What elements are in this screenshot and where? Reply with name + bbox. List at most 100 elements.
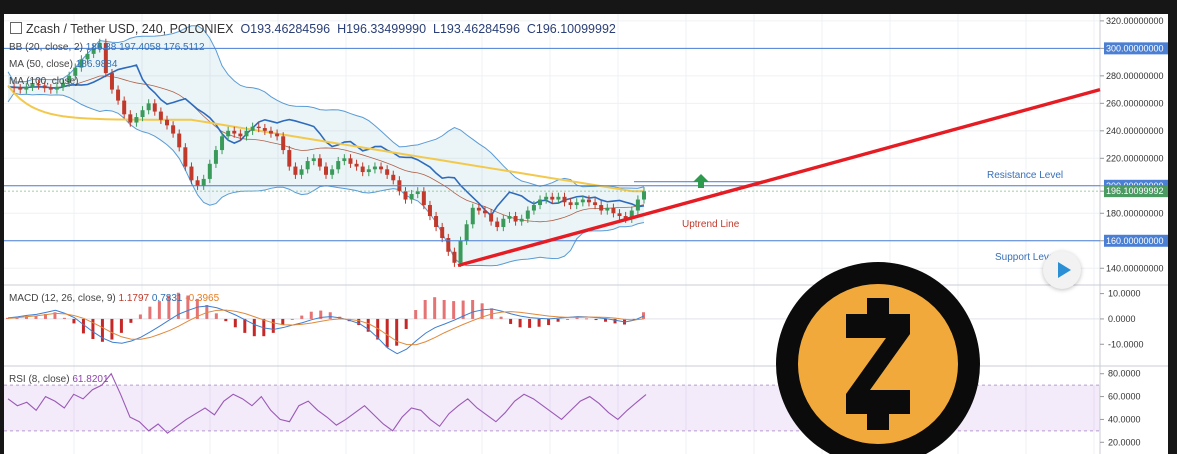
- candle-body: [116, 89, 121, 101]
- candle-body: [73, 67, 78, 76]
- rsi-tick-label: 20.0000: [1108, 437, 1141, 447]
- candle-body: [403, 191, 408, 200]
- macd-histogram-bar: [575, 317, 579, 319]
- candle-body: [476, 207, 481, 211]
- candle-body: [586, 199, 591, 203]
- ohlc-low: L193.46284596: [433, 22, 520, 36]
- candle-body: [635, 199, 640, 211]
- price-tick-label: 260.00000000: [1106, 98, 1164, 108]
- candle-body: [287, 150, 292, 167]
- candle-body: [226, 130, 231, 137]
- macd-histogram-bar: [138, 314, 142, 319]
- candle-body: [513, 216, 518, 222]
- rsi-value: 61.8201: [72, 374, 109, 385]
- candle-body: [464, 224, 469, 241]
- macd-legend[interactable]: MACD (12, 26, close, 9) 1.1797 0.7831 -0…: [9, 293, 219, 304]
- candle-body: [501, 218, 506, 228]
- macd-line: [7, 305, 645, 355]
- candle-body: [54, 86, 59, 90]
- macd-histogram-bar: [404, 318, 408, 329]
- candle-body: [293, 166, 298, 175]
- candle-body: [256, 126, 261, 129]
- macd-label: MACD (12, 26, close, 9): [9, 293, 116, 304]
- candle-body: [281, 136, 286, 151]
- macd-histogram-bar: [309, 311, 313, 319]
- candle-body: [446, 238, 451, 252]
- candle-body: [544, 196, 549, 200]
- chart-canvas[interactable]: 320.00000000 300.00000000 280.00000000 260.…: [4, 14, 1168, 454]
- candle-body: [348, 158, 353, 164]
- bb-value-3: 176.5112: [163, 42, 205, 53]
- macd-histogram-bar: [53, 312, 57, 319]
- candle-body: [91, 48, 96, 54]
- ma100-legend[interactable]: MA (100, close): [9, 76, 78, 87]
- macd-histogram-bar: [205, 305, 209, 319]
- ma50-legend[interactable]: MA (50, close) 186.9884: [9, 59, 117, 70]
- candle-body: [18, 88, 23, 90]
- candle-body: [48, 88, 53, 90]
- candle-body: [134, 117, 139, 123]
- macd-histogram-bar: [433, 297, 437, 319]
- bb-label: BB (20, close, 2): [9, 42, 83, 53]
- candle-body: [317, 158, 322, 167]
- candle-body: [24, 86, 29, 90]
- candle-body: [275, 133, 280, 137]
- macd-histogram-bar: [613, 318, 617, 324]
- chart-frame: 320.00000000 300.00000000 280.00000000 260.…: [4, 14, 1168, 454]
- candle-body: [189, 166, 194, 181]
- candle-body: [470, 207, 475, 225]
- candle-body: [391, 174, 396, 181]
- macd-histogram-bar: [328, 312, 332, 319]
- candle-body: [611, 207, 616, 214]
- rsi-tick-label: 60.0000: [1108, 392, 1141, 402]
- macd-histogram-bar: [43, 313, 47, 319]
- candle-body: [562, 196, 567, 203]
- rsi-legend[interactable]: RSI (8, close) 61.8201: [9, 374, 109, 385]
- rsi-tick-label: 80.0000: [1108, 369, 1141, 379]
- candle-body: [36, 84, 41, 86]
- macd-histogram-bar: [518, 318, 522, 328]
- candle-body: [128, 114, 133, 123]
- rsi-line: [7, 372, 647, 434]
- bb-legend[interactable]: BB (20, close, 2) 186.88 197.4058 176.51…: [9, 42, 205, 53]
- macd-histogram-bar: [271, 318, 275, 333]
- candle-body: [79, 59, 84, 68]
- candle-body: [623, 216, 628, 219]
- candle-body: [385, 169, 390, 175]
- candle-body: [213, 150, 218, 164]
- macd-tick-label: 0.0000: [1108, 314, 1136, 324]
- candle-body: [324, 166, 328, 175]
- candle-body: [531, 205, 536, 211]
- ohlc-high: H196.33499990: [337, 22, 427, 36]
- candle-body: [232, 130, 237, 134]
- candle-body: [525, 210, 530, 219]
- candle-body: [574, 202, 579, 206]
- uptrend-line: [457, 87, 1101, 268]
- candle-body: [336, 161, 341, 170]
- macd-histogram-bar: [186, 295, 190, 319]
- macd-value-3: -0.3965: [185, 293, 220, 304]
- candle-body: [605, 207, 610, 211]
- candle-body: [262, 128, 267, 131]
- candle-body: [440, 227, 445, 239]
- candle-body: [599, 205, 604, 211]
- collapse-toggle-icon[interactable]: [10, 22, 22, 34]
- macd-histogram-bar: [119, 318, 123, 333]
- candle-body: [238, 133, 243, 137]
- candle-body: [556, 196, 561, 200]
- play-button[interactable]: [1043, 251, 1081, 289]
- ohlc-close: C196.10099992: [526, 22, 616, 36]
- macd-histogram-bar: [452, 301, 456, 319]
- macd-histogram-bar: [604, 318, 608, 322]
- up-arrow-icon: [693, 174, 709, 188]
- macd-histogram-bar: [423, 299, 427, 319]
- macd-histogram-bar: [195, 298, 199, 319]
- candle-body: [452, 251, 457, 263]
- macd-histogram-bar: [167, 295, 171, 319]
- macd-histogram-bar: [62, 317, 66, 319]
- macd-histogram-bar: [129, 318, 133, 323]
- level-price-badge: [1104, 42, 1168, 55]
- candle-body: [458, 240, 463, 263]
- candle-body: [152, 103, 157, 112]
